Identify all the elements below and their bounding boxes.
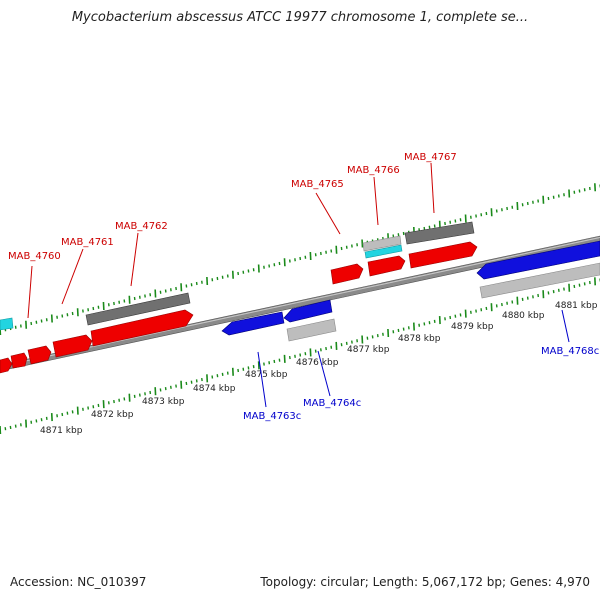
gene-mab-4761-arrow[interactable] — [27, 345, 52, 365]
gene-label-mab-4766[interactable]: MAB_4766 — [347, 165, 400, 176]
accession-text: Accession: NC_010397 — [10, 575, 147, 589]
genome-summary-text: Topology: circular; Length: 5,067,172 bp… — [260, 575, 590, 589]
kbp-label: 4877 kbp — [347, 345, 390, 355]
forward-gene-labels: MAB_4760 MAB_4761 MAB_4762 MAB_4765 MAB_… — [8, 152, 457, 319]
chromosome-backbone — [0, 235, 600, 372]
backbone-highlight — [0, 237, 600, 367]
cyan-feature[interactable] — [0, 317, 14, 331]
light-feature[interactable] — [286, 318, 337, 342]
map-title: Mycobacterium abscessus ATCC 19977 chrom… — [71, 10, 529, 25]
gene-mab-4760-arrow[interactable] — [10, 352, 28, 369]
gene-mab-4768c-arrow[interactable] — [476, 240, 600, 280]
gene-label-mab-4767[interactable]: MAB_4767 — [404, 152, 457, 163]
kbp-scale: 4871 kbp 4872 kbp 4873 kbp 4874 kbp 4875… — [40, 301, 598, 436]
kbp-label: 4876 kbp — [296, 358, 339, 368]
dark-feature[interactable] — [85, 292, 191, 326]
gene-label-mab-4764c[interactable]: MAB_4764c — [303, 398, 361, 409]
light-feature[interactable] — [479, 262, 600, 299]
gene-label-mab-4768c[interactable]: MAB_4768c — [541, 346, 599, 357]
kbp-label: 4880 kbp — [502, 311, 545, 321]
kbp-label: 4879 kbp — [451, 322, 494, 332]
gene-mab-4764c-arrow[interactable] — [283, 299, 333, 323]
dark-feature[interactable] — [404, 221, 475, 245]
gene-label-mab-4763c[interactable]: MAB_4763c — [243, 411, 301, 422]
kbp-label: 4873 kbp — [142, 397, 185, 407]
gene-forward-arrow[interactable] — [90, 309, 194, 347]
kbp-label: 4874 kbp — [193, 384, 236, 394]
gene-label-mab-4762[interactable]: MAB_4762 — [115, 221, 168, 232]
lower-tick-track — [0, 277, 600, 435]
cyan-feature[interactable] — [364, 244, 403, 259]
gene-mab-4763c-arrow[interactable] — [221, 311, 285, 336]
gene-forward-arrow[interactable] — [0, 357, 13, 374]
gene-mab-4766-arrow[interactable] — [367, 255, 406, 277]
reverse-gene-labels: MAB_4763c MAB_4764c MAB_4768c — [243, 309, 599, 422]
kbp-label: 4878 kbp — [398, 334, 441, 344]
gene-mab-4765-arrow[interactable] — [330, 263, 364, 285]
kbp-label: 4872 kbp — [91, 410, 134, 420]
gene-mab-4767-arrow[interactable] — [408, 241, 478, 269]
gene-label-mab-4760[interactable]: MAB_4760 — [8, 251, 61, 262]
kbp-label: 4881 kbp — [555, 301, 598, 311]
gene-label-mab-4761[interactable]: MAB_4761 — [61, 237, 114, 248]
kbp-label: 4871 kbp — [40, 426, 83, 436]
gene-mab-4762-arrow[interactable] — [52, 334, 93, 358]
kbp-label: 4875 kbp — [245, 370, 288, 380]
gene-label-mab-4765[interactable]: MAB_4765 — [291, 179, 344, 190]
light-feature[interactable] — [362, 235, 402, 252]
